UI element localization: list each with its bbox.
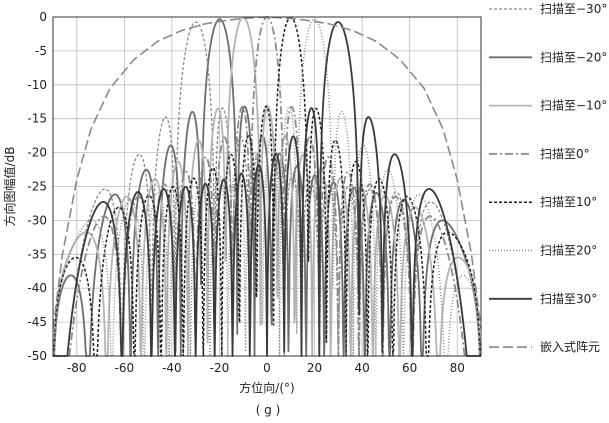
plot-frame — [52, 16, 482, 357]
legend-label: 扫描至10° — [540, 195, 597, 209]
x-tick-label: -60 — [115, 361, 135, 375]
legend: 扫描至−30° 扫描至−20° 扫描至−10° 扫描至0° 扫描至10° 扫描至20° 扫描… — [489, 2, 607, 354]
x-tick-label: -80 — [67, 361, 87, 375]
figure-caption: ( g ) — [256, 403, 281, 417]
y-tick-labels: 0 -5 -10 -15 -20 -25 -30 -35 -40 -45 -50 — [27, 10, 47, 363]
x-tick-label: 40 — [354, 361, 369, 375]
y-tick-label: 0 — [39, 10, 47, 24]
legend-label: 扫描至−20° — [540, 50, 607, 64]
legend-label: 扫描至30° — [540, 292, 597, 306]
x-tick-labels: -80 -60 -40 -20 0 20 40 60 80 — [67, 361, 465, 375]
y-tick-label: -5 — [35, 44, 47, 58]
x-tick-label: 0 — [263, 361, 271, 375]
x-tick-label: 20 — [307, 361, 322, 375]
y-tick-label: -50 — [27, 349, 47, 363]
x-tick-label: -40 — [162, 361, 182, 375]
y-tick-label: -25 — [27, 180, 47, 194]
y-tick-label: -40 — [27, 281, 47, 295]
y-tick-label: -15 — [27, 112, 47, 126]
x-tick-label: 80 — [450, 361, 465, 375]
y-axis-label: 方向图幅值/dB — [2, 147, 17, 227]
x-tick-label: 60 — [402, 361, 417, 375]
y-tick-label: -35 — [27, 247, 47, 261]
legend-label: 扫描至0° — [540, 147, 590, 161]
legend-label: 扫描至−30° — [540, 2, 607, 16]
y-tick-label: -30 — [27, 213, 47, 227]
y-tick-label: -20 — [27, 146, 47, 160]
y-tick-label: -10 — [27, 78, 47, 92]
y-tick-label: -45 — [27, 315, 47, 329]
series-line — [52, 16, 482, 357]
x-tick-label: -20 — [210, 361, 230, 375]
legend-label: 扫描至20° — [540, 244, 597, 258]
legend-label: 嵌入式阵元 — [540, 340, 600, 354]
series-line — [52, 18, 482, 357]
x-axis-label: 方位向/(°) — [239, 380, 294, 395]
legend-label: 扫描至−10° — [540, 99, 607, 113]
